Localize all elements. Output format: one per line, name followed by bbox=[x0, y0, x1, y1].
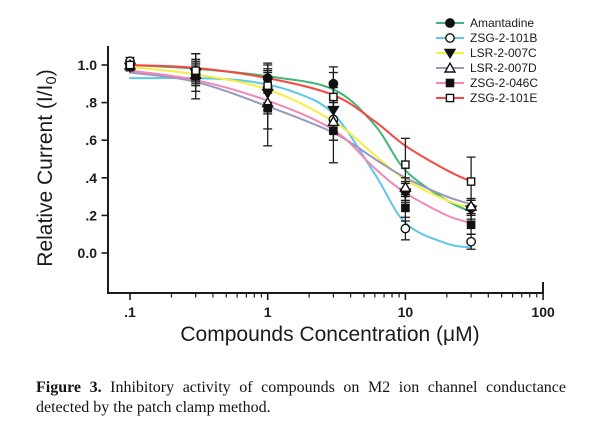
marker-square-open bbox=[466, 177, 476, 186]
marker-square-open bbox=[445, 93, 455, 103]
x-tick-label: 100 bbox=[531, 304, 555, 320]
figure-caption-label: Figure 3. bbox=[36, 379, 102, 396]
error-bars-LSR-2-007D bbox=[125, 60, 476, 215]
figure-caption-text: Inhibitory activity of compounds on M2 i… bbox=[36, 379, 567, 416]
x-tick-label: 1 bbox=[264, 304, 272, 320]
axis-frame bbox=[107, 46, 544, 294]
marker-triangle-up-open bbox=[464, 199, 478, 211]
marker-triangle-up-open bbox=[399, 180, 412, 192]
fit-line bbox=[129, 64, 473, 213]
legend-item: ZSG-2-101E bbox=[436, 91, 537, 105]
legend-label: LSR-2-007D bbox=[470, 61, 537, 75]
marker-circle-filled bbox=[328, 78, 339, 89]
marker-square-filled bbox=[466, 220, 476, 230]
marker-square-filled bbox=[329, 126, 338, 136]
y-tick-label: .2 bbox=[85, 207, 97, 223]
x-tick-label: .1 bbox=[124, 304, 136, 320]
marker-square-filled bbox=[445, 78, 455, 88]
marker-square-filled bbox=[401, 203, 410, 213]
legend-label: LSR-2-007C bbox=[470, 46, 537, 60]
x-axis: .1 1 10 100 bbox=[124, 293, 555, 320]
legend-label: ZSG-2-046C bbox=[470, 76, 538, 90]
marker-square-filled bbox=[263, 103, 273, 113]
legend-label: Amantadine bbox=[470, 16, 534, 30]
legend-item: ZSG-2-046C bbox=[436, 76, 538, 90]
series-curve-Amantadine bbox=[129, 64, 473, 213]
figure-caption: Figure 3. Inhibitory activity of compoun… bbox=[36, 378, 566, 418]
y-tick-label: .6 bbox=[85, 132, 97, 148]
legend-item: LSR-2-007D bbox=[436, 61, 537, 75]
marker-circle-open bbox=[445, 33, 455, 43]
y-tick-label: 1.0 bbox=[78, 57, 98, 73]
x-tick-label: 10 bbox=[398, 304, 414, 320]
marker-circle-open bbox=[466, 236, 476, 247]
legend-item: Amantadine bbox=[436, 16, 534, 30]
chart-canvas: 0.0 .2 .4 .6 .8 1.0 .1 1 10 100 Compounds Concentr… bbox=[34, 16, 555, 346]
x-axis-title: Compounds Concentration (μM) bbox=[180, 323, 479, 346]
legend-item: ZSG-2-101B bbox=[436, 31, 537, 45]
series-curve-LSR-2-007D bbox=[129, 71, 473, 206]
axes bbox=[107, 46, 544, 294]
y-axis-title: Relative Current (I/I0) bbox=[34, 69, 60, 266]
marker-circle-filled bbox=[445, 18, 455, 28]
fit-line bbox=[129, 64, 473, 183]
y-tick-label: 0.0 bbox=[78, 245, 98, 261]
y-tick-label: .4 bbox=[85, 170, 97, 186]
y-axis: 0.0 .2 .4 .6 .8 1.0 bbox=[78, 57, 108, 261]
fit-line bbox=[129, 65, 473, 209]
marker-triangle-up-open bbox=[443, 61, 457, 73]
marker-triangle-down-filled bbox=[443, 48, 457, 60]
legend-label: ZSG-2-101B bbox=[470, 31, 537, 45]
marker-circle-filled bbox=[262, 73, 273, 84]
marker-square-open bbox=[263, 81, 273, 90]
marker-triangle-down-filled bbox=[327, 105, 340, 117]
y-tick-label: .8 bbox=[85, 95, 97, 111]
marker-square-open bbox=[191, 66, 200, 75]
fit-line bbox=[129, 71, 473, 206]
legend-label: ZSG-2-101E bbox=[470, 91, 537, 105]
series-curve-ZSG-2-101E bbox=[129, 64, 473, 183]
series-curve-LSR-2-007C bbox=[129, 65, 473, 209]
legend: AmantadineZSG-2-101BLSR-2-007CLSR-2-007D… bbox=[436, 16, 538, 105]
legend-item: LSR-2-007C bbox=[436, 46, 537, 60]
marker-square-open bbox=[329, 92, 338, 102]
marker-circle-open bbox=[400, 223, 411, 234]
series-points-ZSG-2-101E bbox=[125, 60, 476, 186]
marker-square-open bbox=[401, 160, 410, 169]
marker-triangle-up-open bbox=[327, 115, 340, 127]
chart-area: 0.0 .2 .4 .6 .8 1.0 .1 1 10 100 Compounds Concentr… bbox=[34, 16, 555, 346]
marker-square-open bbox=[125, 60, 135, 70]
